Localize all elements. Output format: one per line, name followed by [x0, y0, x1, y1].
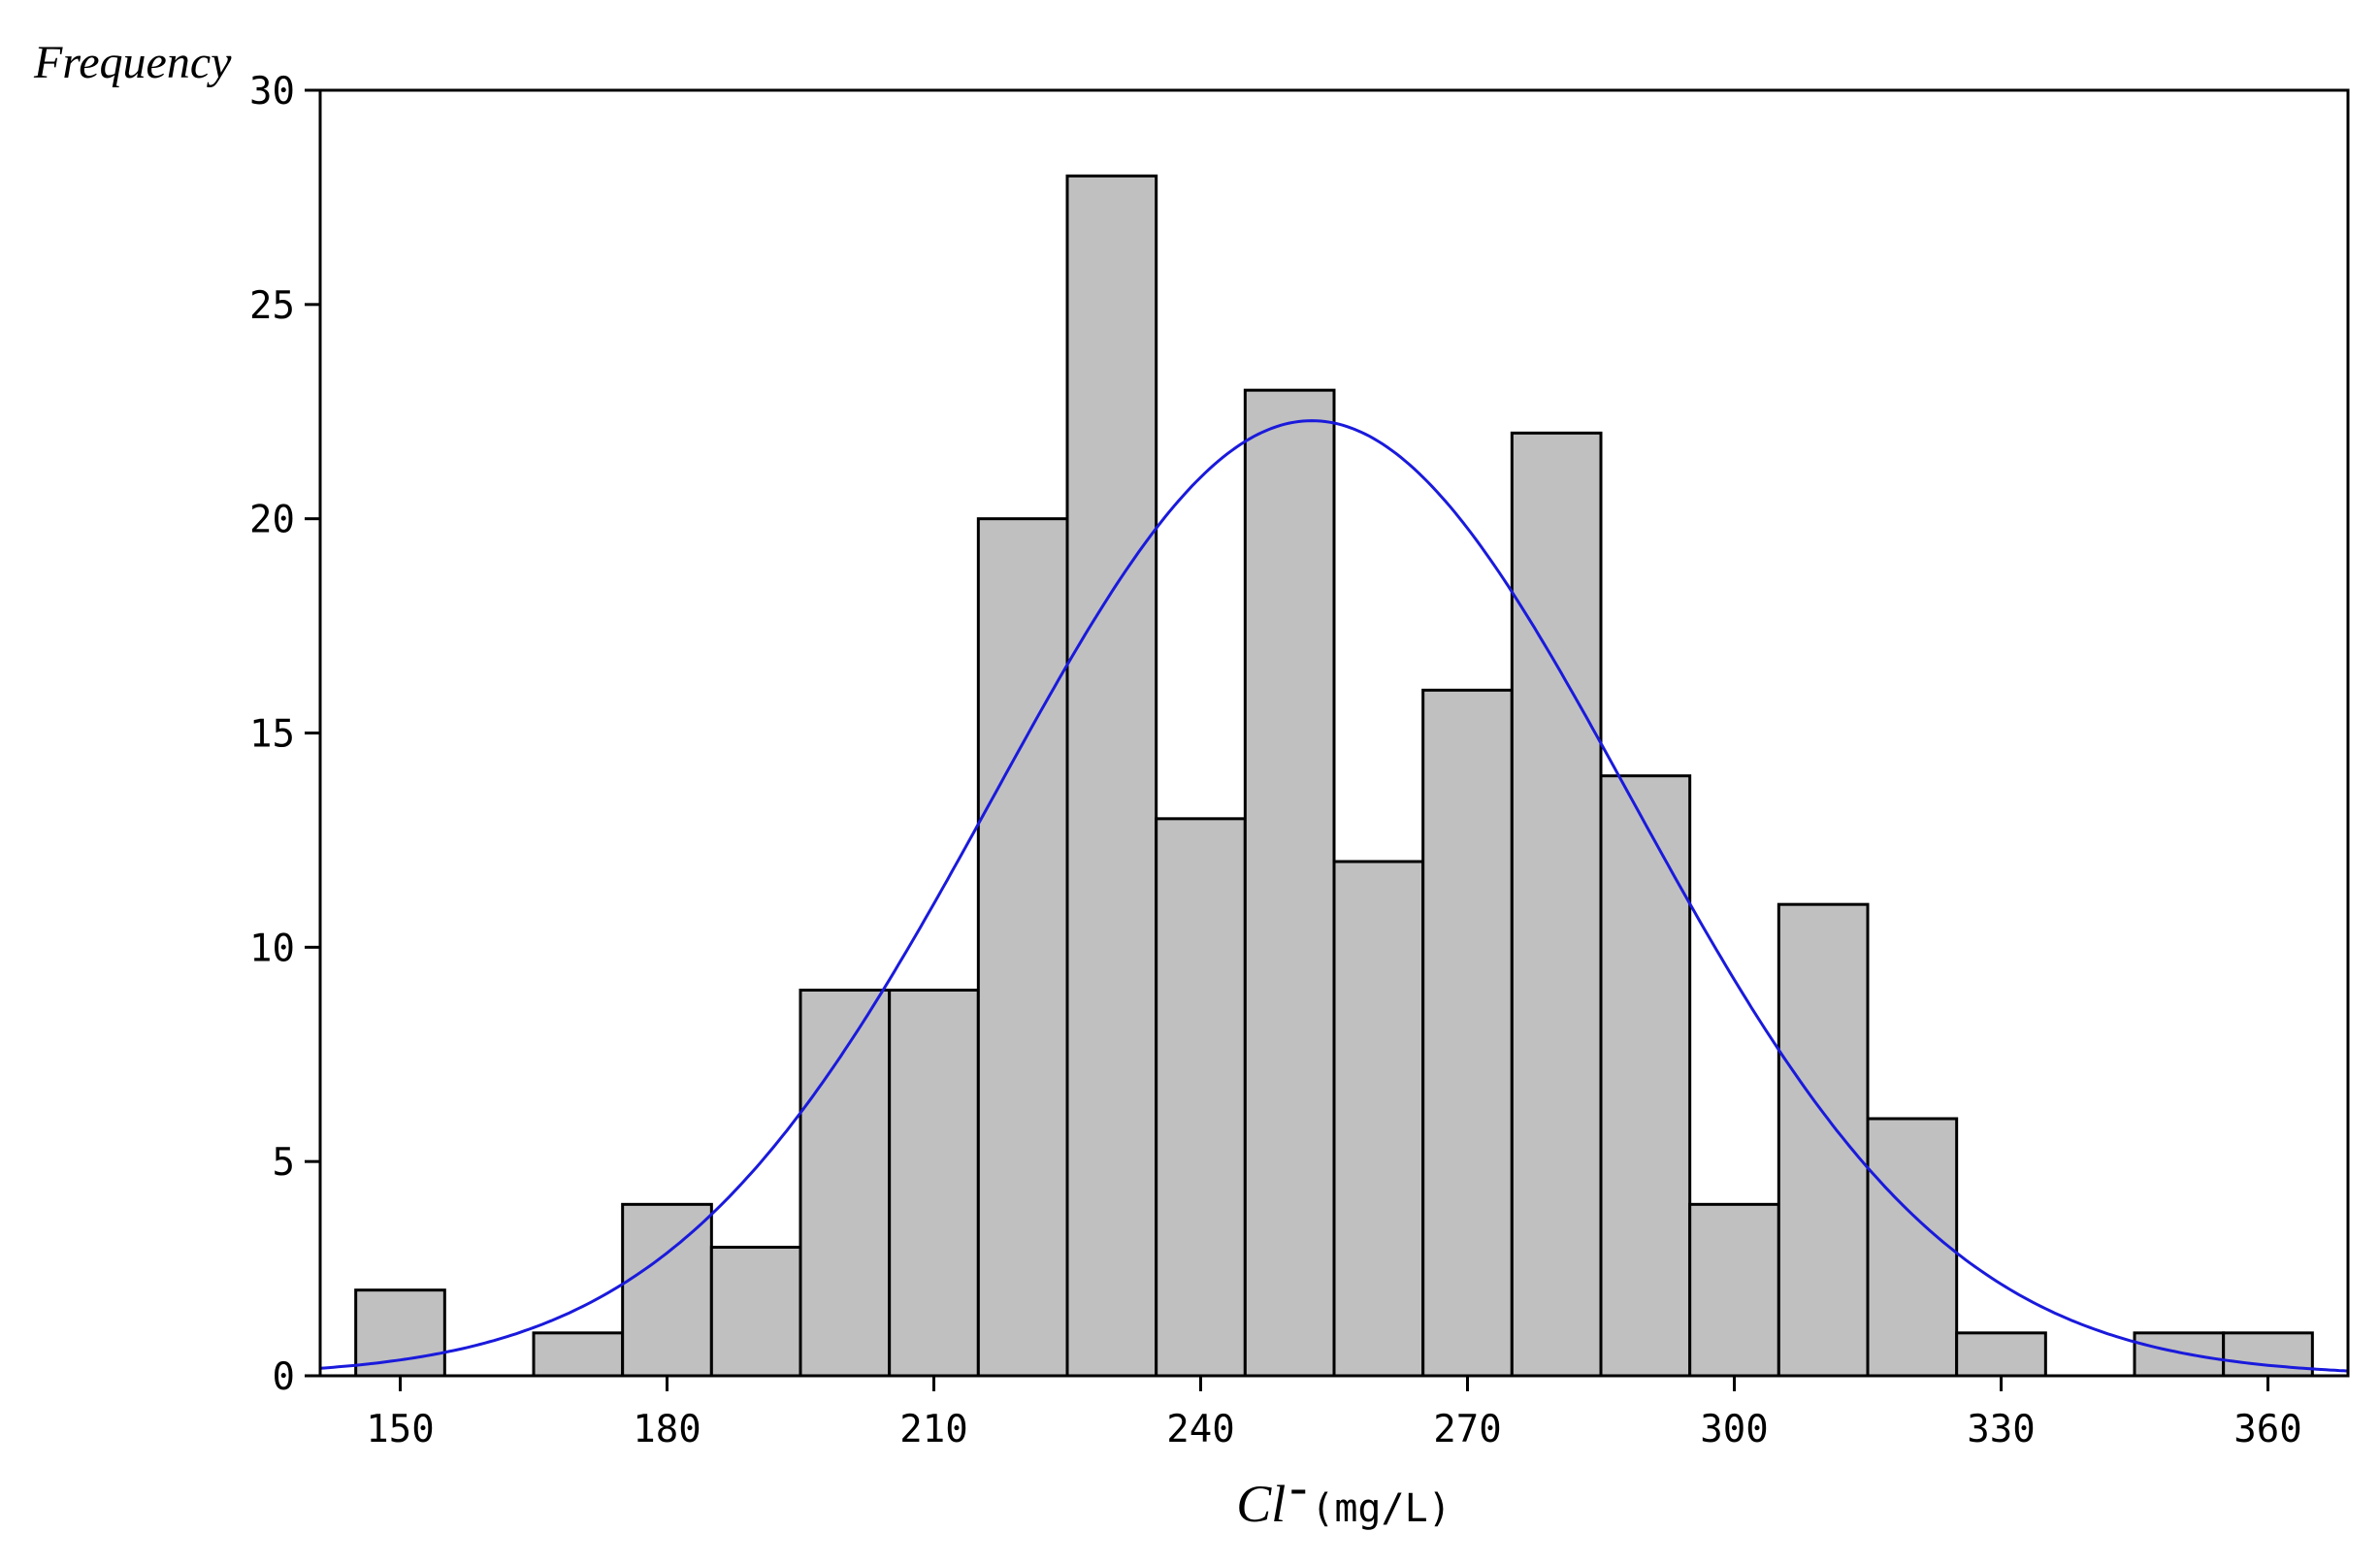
histogram-bar-275-285 — [1510, 431, 1603, 1378]
y-tick-label-25: 25 — [249, 284, 295, 328]
x-tick-label-330: 330 — [1967, 1408, 2035, 1451]
x-tick-label-300: 300 — [1700, 1408, 1768, 1451]
y-tick-label-0: 0 — [273, 1355, 295, 1399]
y-tick-label-30: 30 — [249, 70, 295, 114]
x-tick-label-210: 210 — [899, 1408, 967, 1451]
histogram-bar-185-195 — [709, 1246, 802, 1378]
histogram-bar-205-215 — [888, 989, 980, 1378]
histogram-bar-345-355 — [2133, 1331, 2226, 1378]
histogram-bar-305-315 — [1777, 902, 1870, 1378]
x-axis-title: Cl - (mg/L) — [1236, 1457, 1451, 1533]
histogram-bar-295-305 — [1688, 1202, 1780, 1378]
histogram-bar-245-255 — [1243, 388, 1336, 1378]
y-axis-title: Frequency — [33, 37, 232, 88]
histogram-bar-225-235 — [1065, 174, 1158, 1378]
y-tick-label-5: 5 — [273, 1141, 295, 1185]
histogram-bar-145-155 — [354, 1288, 446, 1378]
y-tick-label-10: 10 — [249, 927, 295, 970]
histogram-bar-235-245 — [1155, 817, 1247, 1378]
x-axis-title-main: Cl — [1236, 1475, 1286, 1533]
histogram-bar-215-225 — [976, 517, 1069, 1378]
histogram-bar-255-265 — [1332, 860, 1425, 1378]
x-tick-label-240: 240 — [1166, 1408, 1234, 1451]
histogram-bar-165-175 — [532, 1331, 625, 1378]
x-axis: 150 180 210 240 270 300 330 360 — [366, 1376, 2302, 1451]
histogram-bar-325-335 — [1955, 1331, 2047, 1378]
normal-distribution-curve — [319, 419, 2349, 1373]
x-axis-title-superscript: - — [1289, 1457, 1307, 1515]
x-tick-label-270: 270 — [1433, 1408, 1501, 1451]
histogram-bar-315-325 — [1866, 1117, 1959, 1378]
x-axis-title-unit: (mg/L) — [1311, 1486, 1451, 1531]
bars-layer — [354, 174, 2314, 1378]
y-axis: 0 5 10 15 20 25 30 — [249, 70, 320, 1399]
x-tick-label-150: 150 — [366, 1408, 434, 1451]
histogram-bar-285-295 — [1599, 774, 1692, 1378]
y-tick-label-20: 20 — [249, 499, 295, 542]
x-tick-label-360: 360 — [2233, 1408, 2301, 1451]
y-tick-label-15: 15 — [249, 713, 295, 757]
x-tick-label-180: 180 — [633, 1408, 701, 1451]
histogram-bar-175-185 — [621, 1202, 713, 1378]
histogram-bar-265-275 — [1421, 688, 1514, 1378]
